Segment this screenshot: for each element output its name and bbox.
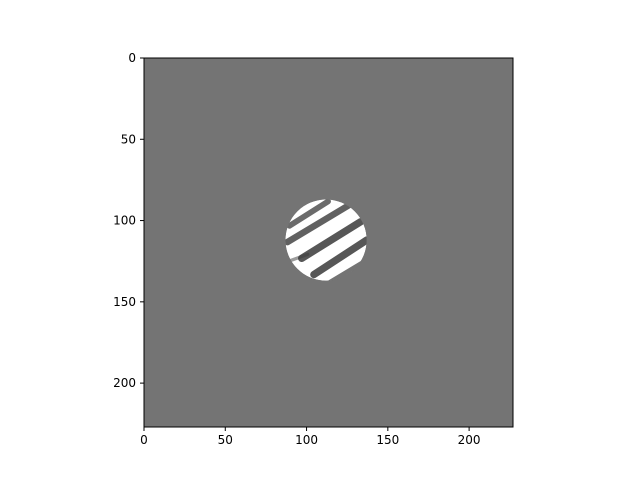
y-tick-label: 50 (121, 132, 136, 146)
x-tick-label: 150 (376, 433, 399, 447)
y-tick-label: 150 (113, 295, 136, 309)
x-tick-label: 200 (458, 433, 481, 447)
x-tick-label: 0 (140, 433, 148, 447)
x-tick-label: 50 (218, 433, 233, 447)
y-axis: 0 50 100 150 200 (113, 51, 144, 390)
y-tick-label: 100 (113, 214, 136, 228)
x-tick-label: 100 (295, 433, 318, 447)
y-tick-label: 0 (128, 51, 136, 65)
x-axis: 0 50 100 150 200 (140, 427, 480, 447)
y-tick-label: 200 (113, 376, 136, 390)
